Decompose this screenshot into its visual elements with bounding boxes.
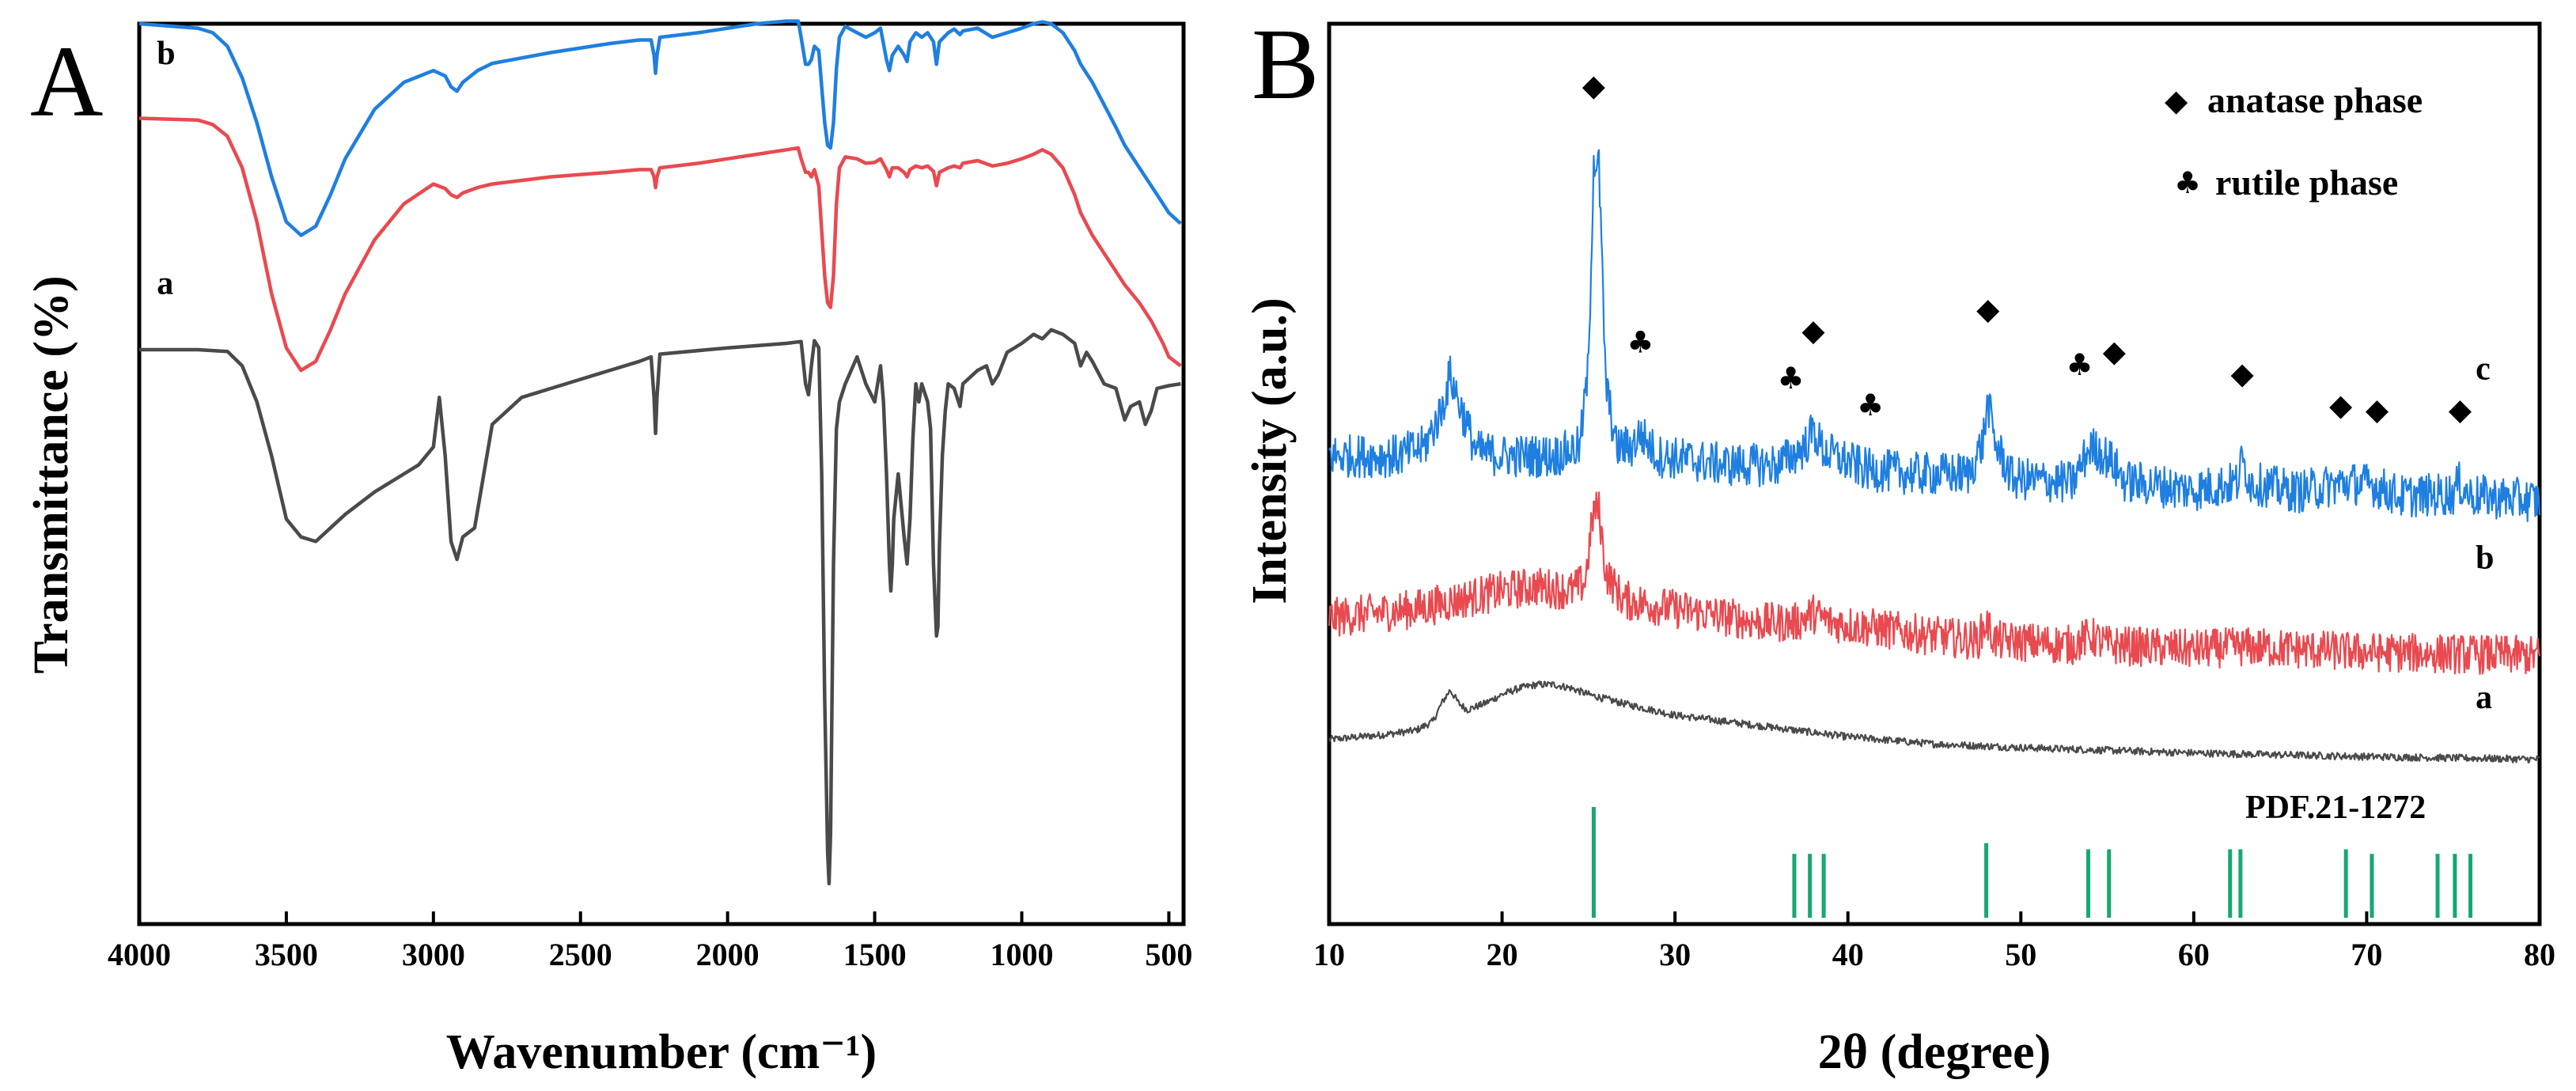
panel-a-series-labels: cba: [157, 36, 175, 301]
legend-rutile-symbol: ♣: [2174, 165, 2201, 200]
peak-marker-rutile: ♣: [1857, 388, 1884, 422]
peak-marker-anatase: ◆: [2366, 392, 2389, 427]
panel-b-series-labels: c b a: [2476, 351, 2494, 716]
panel-a-series-label-a: a: [157, 265, 173, 301]
panel-a-x-tick-label: 2000: [696, 937, 760, 972]
panel-a-y-axis-title: Transmittance (%): [25, 275, 78, 673]
panel-b-x-tick-label: 10: [1313, 937, 1345, 972]
panel-a-series: [138, 19, 1182, 886]
panel-b-x-axis-title: 2θ (degree): [1818, 1025, 2051, 1079]
panel-a-series-b-line: [138, 116, 1182, 373]
panel-b-x-tick-label: 40: [1832, 937, 1864, 972]
panel-b-reference-lines: [1591, 807, 2473, 918]
panel-b-x-tick-label: 70: [2351, 937, 2382, 972]
peak-marker-rutile: ♣: [2066, 347, 2093, 382]
legend-rutile-label: rutile phase: [2215, 162, 2398, 203]
panel-b-peak-markers: ◆ ♣ ♣ ◆ ♣ ◆ ♣ ◆ ◆ ◆ ◆ ◆: [1582, 68, 2472, 427]
panel-b: B 10 20 30 40 50 60 70 80 c b a ◆ ♣ ♣ ◆ ♣ ◆ ♣ ◆ ◆ ◆ ◆ ◆ PDF.…: [1243, 8, 2555, 1079]
peak-marker-anatase: ◆: [1976, 291, 2000, 326]
panel-a-x-tick-label: 2500: [549, 937, 612, 972]
panel-b-series-label-a: a: [2476, 680, 2492, 716]
panel-b-x-ticks: 10 20 30 40 50 60 70 80: [1313, 911, 2555, 972]
panel-a-x-tick-label: 4000: [108, 937, 171, 972]
panel-b-series: [1328, 149, 2541, 763]
panel-b-x-tick-label: 80: [2524, 937, 2555, 972]
peak-marker-anatase: ◆: [2230, 356, 2254, 391]
peak-marker-rutile: ♣: [1778, 361, 1805, 396]
panel-b-series-c-line: [1328, 149, 2541, 522]
panel-b-x-tick-label: 30: [1659, 937, 1691, 972]
peak-marker-anatase: ◆: [2329, 388, 2353, 422]
legend-anatase-label: anatase phase: [2207, 80, 2423, 120]
panel-a-x-tick-label: 1000: [990, 937, 1053, 972]
panel-a-x-axis-title: Wavenumber (cm⁻¹): [446, 1025, 877, 1079]
panel-a-x-tick-label: 1500: [843, 937, 907, 972]
panel-a-series-label-b: b: [157, 36, 175, 72]
panel-a-series-c-line: [138, 19, 1182, 237]
panel-a-series-a-line: [139, 328, 1181, 886]
panel-b-series-b-line: [1328, 491, 2541, 676]
panel-b-x-tick-label: 20: [1487, 937, 1518, 972]
panel-b-x-tick-label: 60: [2178, 937, 2210, 972]
panel-b-plot-frame: [1327, 21, 2542, 926]
peak-marker-anatase: ◆: [1582, 68, 1606, 103]
peak-marker-anatase: ◆: [1801, 313, 1825, 348]
panel-a-x-ticks: 4000 3500 3000 2500 2000 1500 1000 500: [108, 911, 1192, 972]
peak-marker-anatase: ◆: [2449, 392, 2472, 427]
legend-anatase-symbol: ◆: [2165, 83, 2188, 118]
panel-b-x-tick-label: 50: [2005, 937, 2036, 972]
peak-marker-rutile: ♣: [1627, 324, 1654, 359]
panel-a-x-tick-label: 3500: [255, 937, 318, 972]
panel-b-y-axis-title: Intensity (a.u.): [1243, 297, 1297, 604]
panel-b-series-label-b: b: [2476, 540, 2494, 576]
peak-marker-anatase: ◆: [2103, 334, 2127, 369]
panel-a-x-tick-label: 3000: [402, 937, 465, 972]
panel-b-series-label-c: c: [2476, 351, 2491, 388]
panel-b-series-a-line: [1328, 680, 2540, 763]
panel-b-reference-label: PDF.21-1272: [2245, 790, 2426, 826]
panel-a-x-tick-label: 500: [1145, 937, 1192, 972]
panel-a-plot-frame: [137, 21, 1186, 926]
panel-b-legend: ◆ anatase phase ♣ rutile phase: [2165, 80, 2423, 203]
panel-b-letter: B: [1252, 8, 1319, 120]
panel-a-letter: A: [30, 25, 103, 138]
